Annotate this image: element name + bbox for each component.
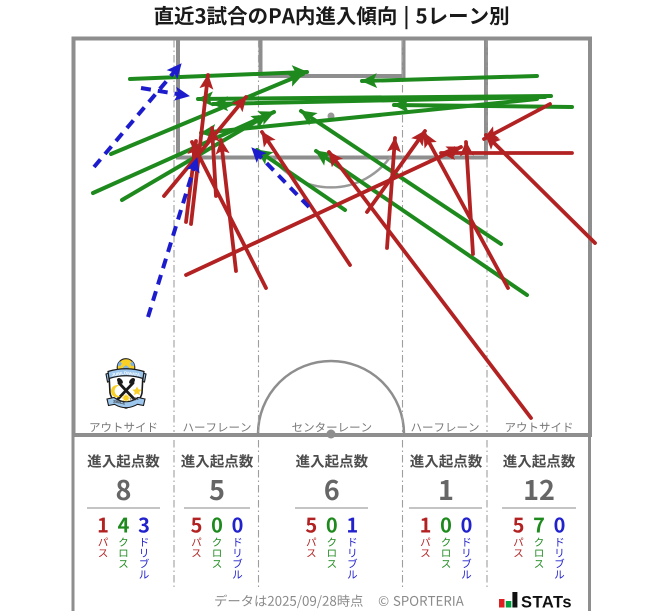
svg-text:SINCE: SINCE xyxy=(113,399,126,406)
svg-text:1992: 1992 xyxy=(129,396,139,403)
svg-text:STATs: STATs xyxy=(521,594,572,611)
svg-text:IWATA: IWATA xyxy=(127,371,140,378)
svg-text:JUBILO: JUBILO xyxy=(111,370,128,377)
